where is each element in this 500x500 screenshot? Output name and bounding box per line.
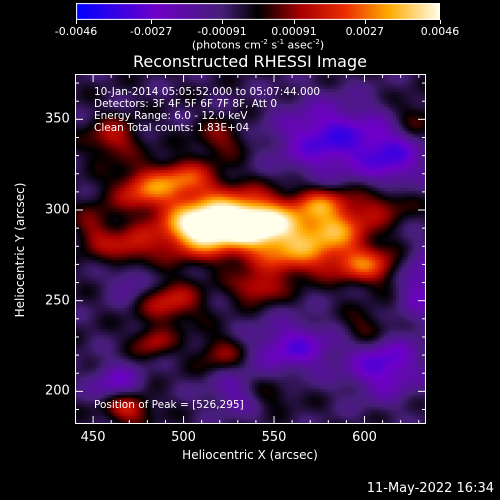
plot-area: 10-Jan-2014 05:05:52.000 to 05:07:44.000…	[75, 74, 426, 424]
y-tick-label: 250	[45, 293, 70, 309]
colorbar-tick-mark	[76, 20, 77, 24]
annotation-clean-counts: Clean Total counts: 1.83E+04	[94, 122, 250, 134]
heatmap-image	[75, 74, 426, 424]
colorbar-tick-mark	[221, 20, 223, 24]
y-tick-label: 200	[45, 383, 70, 399]
annotation-time-range: 10-Jan-2014 05:05:52.000 to 05:07:44.000	[94, 86, 321, 98]
annotation-energy: Energy Range: 6.0 - 12.0 keV	[94, 110, 248, 122]
colorbar-tick-label: 0.00091	[271, 25, 317, 38]
x-tick-label: 500	[171, 430, 196, 445]
y-tick-label: 300	[45, 202, 70, 218]
colorbar-tick-label: 0.0046	[420, 25, 460, 38]
x-tick-label: 550	[261, 430, 287, 445]
y-tick-label: 350	[45, 111, 70, 127]
annotation-detectors: Detectors: 3F 4F 5F 6F 7F 8F, Att 0	[94, 98, 278, 110]
x-tick-label: 450	[80, 430, 106, 445]
timestamp: 11-May-2022 16:34	[366, 481, 494, 496]
colorbar-unit-label: (photons cm-2 s-1 asec-2)	[191, 38, 325, 52]
annotation-peak-position: Position of Peak = [526,295]	[94, 399, 244, 411]
plot-border	[75, 74, 426, 424]
colorbar-tick-label: -0.0046	[54, 25, 98, 38]
colorbar-tick-label: -0.00091	[197, 25, 247, 38]
plot-frame	[75, 74, 426, 424]
colorbar-tick-label: 0.0027	[345, 25, 385, 38]
colorbar-tick-label: -0.0027	[129, 25, 173, 38]
y-axis-label: Heliocentric Y (arcsec)	[13, 182, 27, 318]
colorbar-tick-mark	[364, 20, 366, 24]
colorbar-tick-mark	[294, 20, 295, 24]
colorbar-ticks: -0.0046 -0.0027 -0.00091 0.00091 0.0027 0.004…	[0, 0, 500, 60]
colorbar-tick-mark	[151, 20, 153, 24]
x-tick-label: 600	[352, 430, 377, 445]
colorbar	[76, 3, 440, 20]
chart-title: Reconstructed RHESSI Image	[133, 52, 367, 71]
colorbar-tick-mark	[440, 20, 441, 24]
x-axis-label: Heliocentric X (arcsec)	[182, 448, 318, 462]
